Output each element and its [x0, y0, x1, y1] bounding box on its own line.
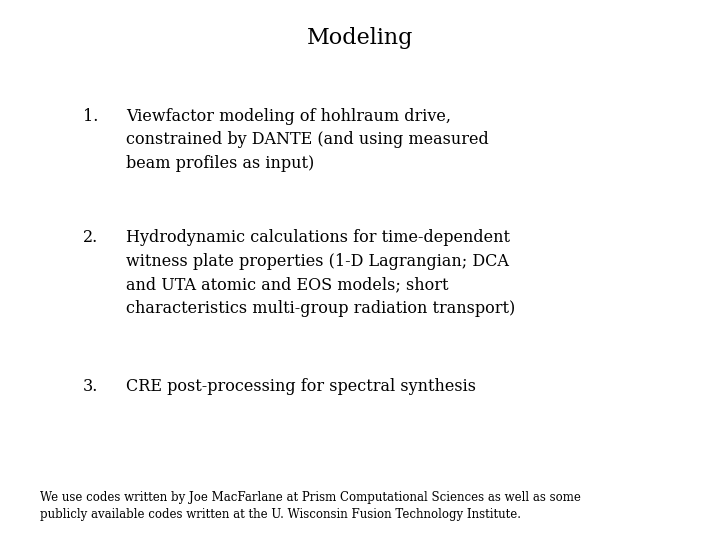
Text: Viewfactor modeling of hohlraum drive,
constrained by DANTE (and using measured
: Viewfactor modeling of hohlraum drive, c… — [126, 108, 489, 172]
Text: CRE post-processing for spectral synthesis: CRE post-processing for spectral synthes… — [126, 378, 476, 395]
Text: 3.: 3. — [83, 378, 98, 395]
Text: 2.: 2. — [83, 230, 98, 246]
Text: We use codes written by Joe MacFarlane at Prism Computational Sciences as well a: We use codes written by Joe MacFarlane a… — [40, 491, 580, 521]
Text: 1.: 1. — [83, 108, 98, 125]
Text: Hydrodynamic calculations for time-dependent
witness plate properties (1-D Lagra: Hydrodynamic calculations for time-depen… — [126, 230, 516, 317]
Text: Modeling: Modeling — [307, 27, 413, 49]
